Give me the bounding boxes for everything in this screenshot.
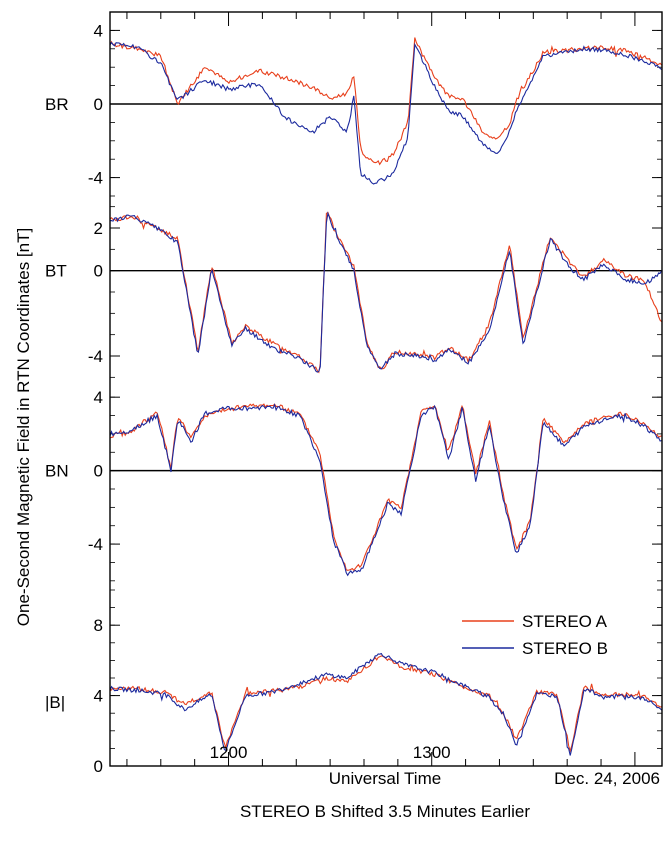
- panel-bn: 4 0 -4 BN: [45, 388, 662, 582]
- y-tick-label: 0: [94, 757, 103, 776]
- y-tick-label: 0: [94, 262, 103, 281]
- panel-bt: 2 0 -4 BT: [45, 206, 662, 378]
- panel-b: 8 4 0 |B|: [45, 589, 662, 776]
- y-tick-label: 8: [94, 616, 103, 635]
- x-tick-label: 1200: [210, 743, 248, 762]
- panel-label: BR: [45, 95, 69, 114]
- panel-label: BN: [45, 462, 69, 481]
- x-axis: 1200 1300: [109, 11, 663, 767]
- date-label: Dec. 24, 2006: [554, 769, 660, 788]
- panel-label: BT: [45, 262, 67, 281]
- x-axis-title: Universal Time: [329, 769, 441, 788]
- chart-legend: STEREO A STEREO B: [462, 612, 608, 658]
- y-tick-label: 0: [94, 462, 103, 481]
- y-tick-label: -4: [88, 169, 103, 188]
- series-line-stereo-b: [110, 403, 662, 577]
- plot-frame: [109, 11, 663, 767]
- legend-label-stereo-b: STEREO B: [522, 639, 608, 658]
- y-tick-label: 0: [94, 95, 103, 114]
- y-tick-label: -4: [88, 535, 103, 554]
- series-line-stereo-a: [110, 211, 662, 374]
- chart-panels: 4 0 -4 BR 2 0 -4 BT 4 0 -4 BN 8 4 0 |B|: [45, 11, 662, 776]
- legend-label-stereo-a: STEREO A: [522, 612, 608, 631]
- y-tick-label: -4: [88, 347, 103, 366]
- series-line-stereo-b: [110, 211, 662, 373]
- panel-label: |B|: [45, 693, 65, 712]
- series-line-stereo-b: [110, 652, 662, 756]
- panel-br: 4 0 -4 BR: [45, 11, 662, 197]
- y-tick-label: 4: [94, 21, 103, 40]
- y-tick-label: 4: [94, 687, 103, 706]
- series-line-stereo-a: [110, 37, 662, 166]
- y-axis-title: One-Second Magnetic Field in RTN Coordin…: [14, 228, 33, 626]
- series-line-stereo-b: [110, 41, 662, 185]
- figure-caption: STEREO B Shifted 3.5 Minutes Earlier: [240, 802, 530, 821]
- x-tick-label: 1300: [413, 743, 451, 762]
- y-tick-label: 2: [94, 219, 103, 238]
- series-line-stereo-a: [110, 655, 662, 753]
- series-line-stereo-a: [110, 403, 662, 572]
- y-tick-label: 4: [94, 388, 103, 407]
